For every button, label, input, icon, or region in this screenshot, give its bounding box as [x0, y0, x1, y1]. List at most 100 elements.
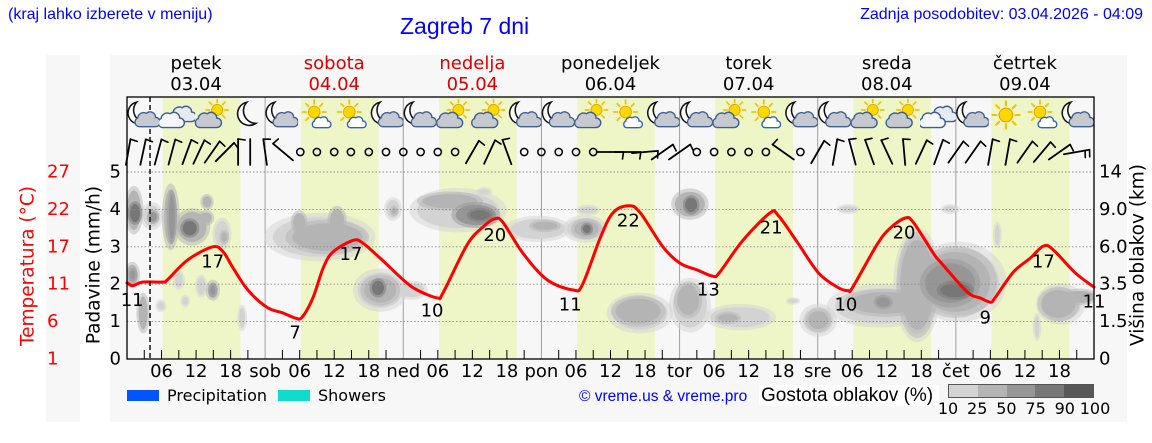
barb-staff	[181, 138, 193, 166]
wind-barb	[203, 140, 226, 164]
cloud-density-cell	[130, 204, 141, 223]
barb-tick	[689, 143, 695, 152]
cloud-density-cell	[677, 284, 700, 315]
wind-barb-icon	[831, 138, 845, 166]
weather-icon-night-partly-cloudy	[819, 102, 851, 127]
cloud-density-cell	[399, 283, 425, 298]
cloud-density-cell	[199, 212, 212, 224]
barb-tick	[145, 138, 154, 143]
weather-icon-night-partly-cloudy	[681, 102, 713, 127]
day-name: petek	[171, 53, 223, 74]
barb-staff	[631, 149, 659, 155]
barb-tick	[190, 138, 199, 144]
wind-barb-icon	[987, 138, 1001, 166]
barb-staff	[810, 139, 826, 165]
weather-icon-night-partly-cloudy	[266, 102, 298, 127]
precipitation-swatch	[127, 390, 159, 401]
cloud-density-cell	[197, 277, 206, 295]
temperature-extreme-label: 17	[339, 244, 362, 265]
precipitation-tick-label: 1	[110, 311, 121, 332]
wind-calm	[433, 147, 443, 157]
colorbar-segment	[1035, 385, 1065, 397]
cloud-density-cell	[787, 299, 798, 303]
wind-barb-icon	[125, 138, 138, 166]
cloud-density-cell	[717, 313, 738, 322]
cloud-height-axis-title: Višina oblakov (km)	[1128, 164, 1149, 346]
wind-calm	[692, 147, 702, 157]
barb-tick	[218, 140, 226, 147]
cloud-density-cell	[174, 272, 183, 288]
day-date: 03.04	[170, 74, 222, 95]
weather-icon-night-partly-cloudy	[786, 102, 818, 127]
day-name: sreda	[862, 53, 912, 74]
calm-circle-icon	[744, 147, 753, 157]
showers-swatch	[278, 390, 310, 401]
wind-barb	[864, 137, 875, 166]
wind-barb-icon	[810, 139, 831, 165]
precipitation-axis-title: Padavine (mm/h)	[84, 186, 105, 344]
barb-tick	[979, 140, 987, 147]
colorbar-segment	[1064, 385, 1093, 397]
barb-tick	[962, 140, 970, 147]
wind-calm	[709, 147, 719, 157]
wind-barb	[1047, 143, 1075, 161]
wind-barb	[987, 138, 1001, 166]
wind-barb	[1062, 148, 1091, 159]
barb-staff	[848, 138, 857, 166]
wind-barb-icon	[501, 137, 513, 166]
barb-tick	[494, 139, 502, 145]
showers-legend-label: Showers	[318, 386, 386, 405]
wind-barb-icon	[181, 138, 199, 166]
calm-circle-icon	[364, 147, 374, 157]
barb-tick	[501, 137, 511, 141]
cloud-height-tick-label: 14	[1099, 162, 1122, 183]
calm-circle-icon	[433, 147, 443, 157]
barb-staff	[880, 139, 894, 165]
day-date: 07.04	[723, 74, 775, 95]
barb-staff	[192, 139, 206, 165]
temperature-extreme-label: 22	[617, 210, 640, 231]
day-date: 05.04	[447, 74, 499, 95]
cloud-density-cell	[994, 224, 1000, 245]
weather-icon-night-partly-cloudy	[648, 102, 680, 127]
barb-tick	[1049, 141, 1057, 149]
barb-staff	[864, 138, 875, 166]
wind-barb	[810, 139, 831, 165]
hour-tick-label: 18	[219, 361, 242, 382]
barb-staff	[1016, 140, 1034, 164]
wind-calm	[554, 147, 564, 157]
barb-tick	[902, 138, 911, 141]
location-hint: (kraj lahko izberete v meniju)	[8, 6, 213, 23]
wind-barb	[192, 139, 212, 165]
day-abbr-label: sob	[249, 361, 281, 382]
wind-calm	[416, 147, 425, 157]
wind-barb-icon	[771, 138, 795, 161]
wind-barb	[181, 138, 199, 166]
barb-staff	[153, 138, 163, 166]
wind-barb	[947, 140, 970, 164]
day-abbr-label: pon	[524, 361, 558, 382]
barb-staff	[1004, 138, 1011, 166]
wind-barb	[848, 137, 857, 166]
colorbar-label: 25	[967, 399, 988, 418]
hour-tick-label: 12	[461, 361, 484, 382]
cloud-height-tick-label: 3.5	[1099, 274, 1128, 295]
day-abbr-label: sre	[804, 361, 831, 382]
grid-lines	[127, 171, 1094, 323]
day-name: ponedeljek	[561, 53, 660, 74]
barb-staff	[987, 138, 994, 166]
wind-barb	[880, 137, 894, 165]
calm-circle-icon	[312, 147, 322, 157]
wind-barb	[125, 138, 138, 166]
temperature-extreme-label: 7	[289, 323, 300, 344]
colorbar-label: 10	[937, 399, 959, 418]
wind-barb	[933, 138, 951, 166]
wind-barb	[1016, 140, 1039, 164]
cloud-density-cell	[210, 285, 216, 296]
temperature-tick-label: 11	[47, 274, 70, 295]
temperature-curve	[125, 204, 1096, 321]
calm-circle-icon	[554, 147, 564, 157]
temperature-extreme-label: 11	[121, 290, 144, 311]
cloud-density-cell	[391, 207, 397, 215]
